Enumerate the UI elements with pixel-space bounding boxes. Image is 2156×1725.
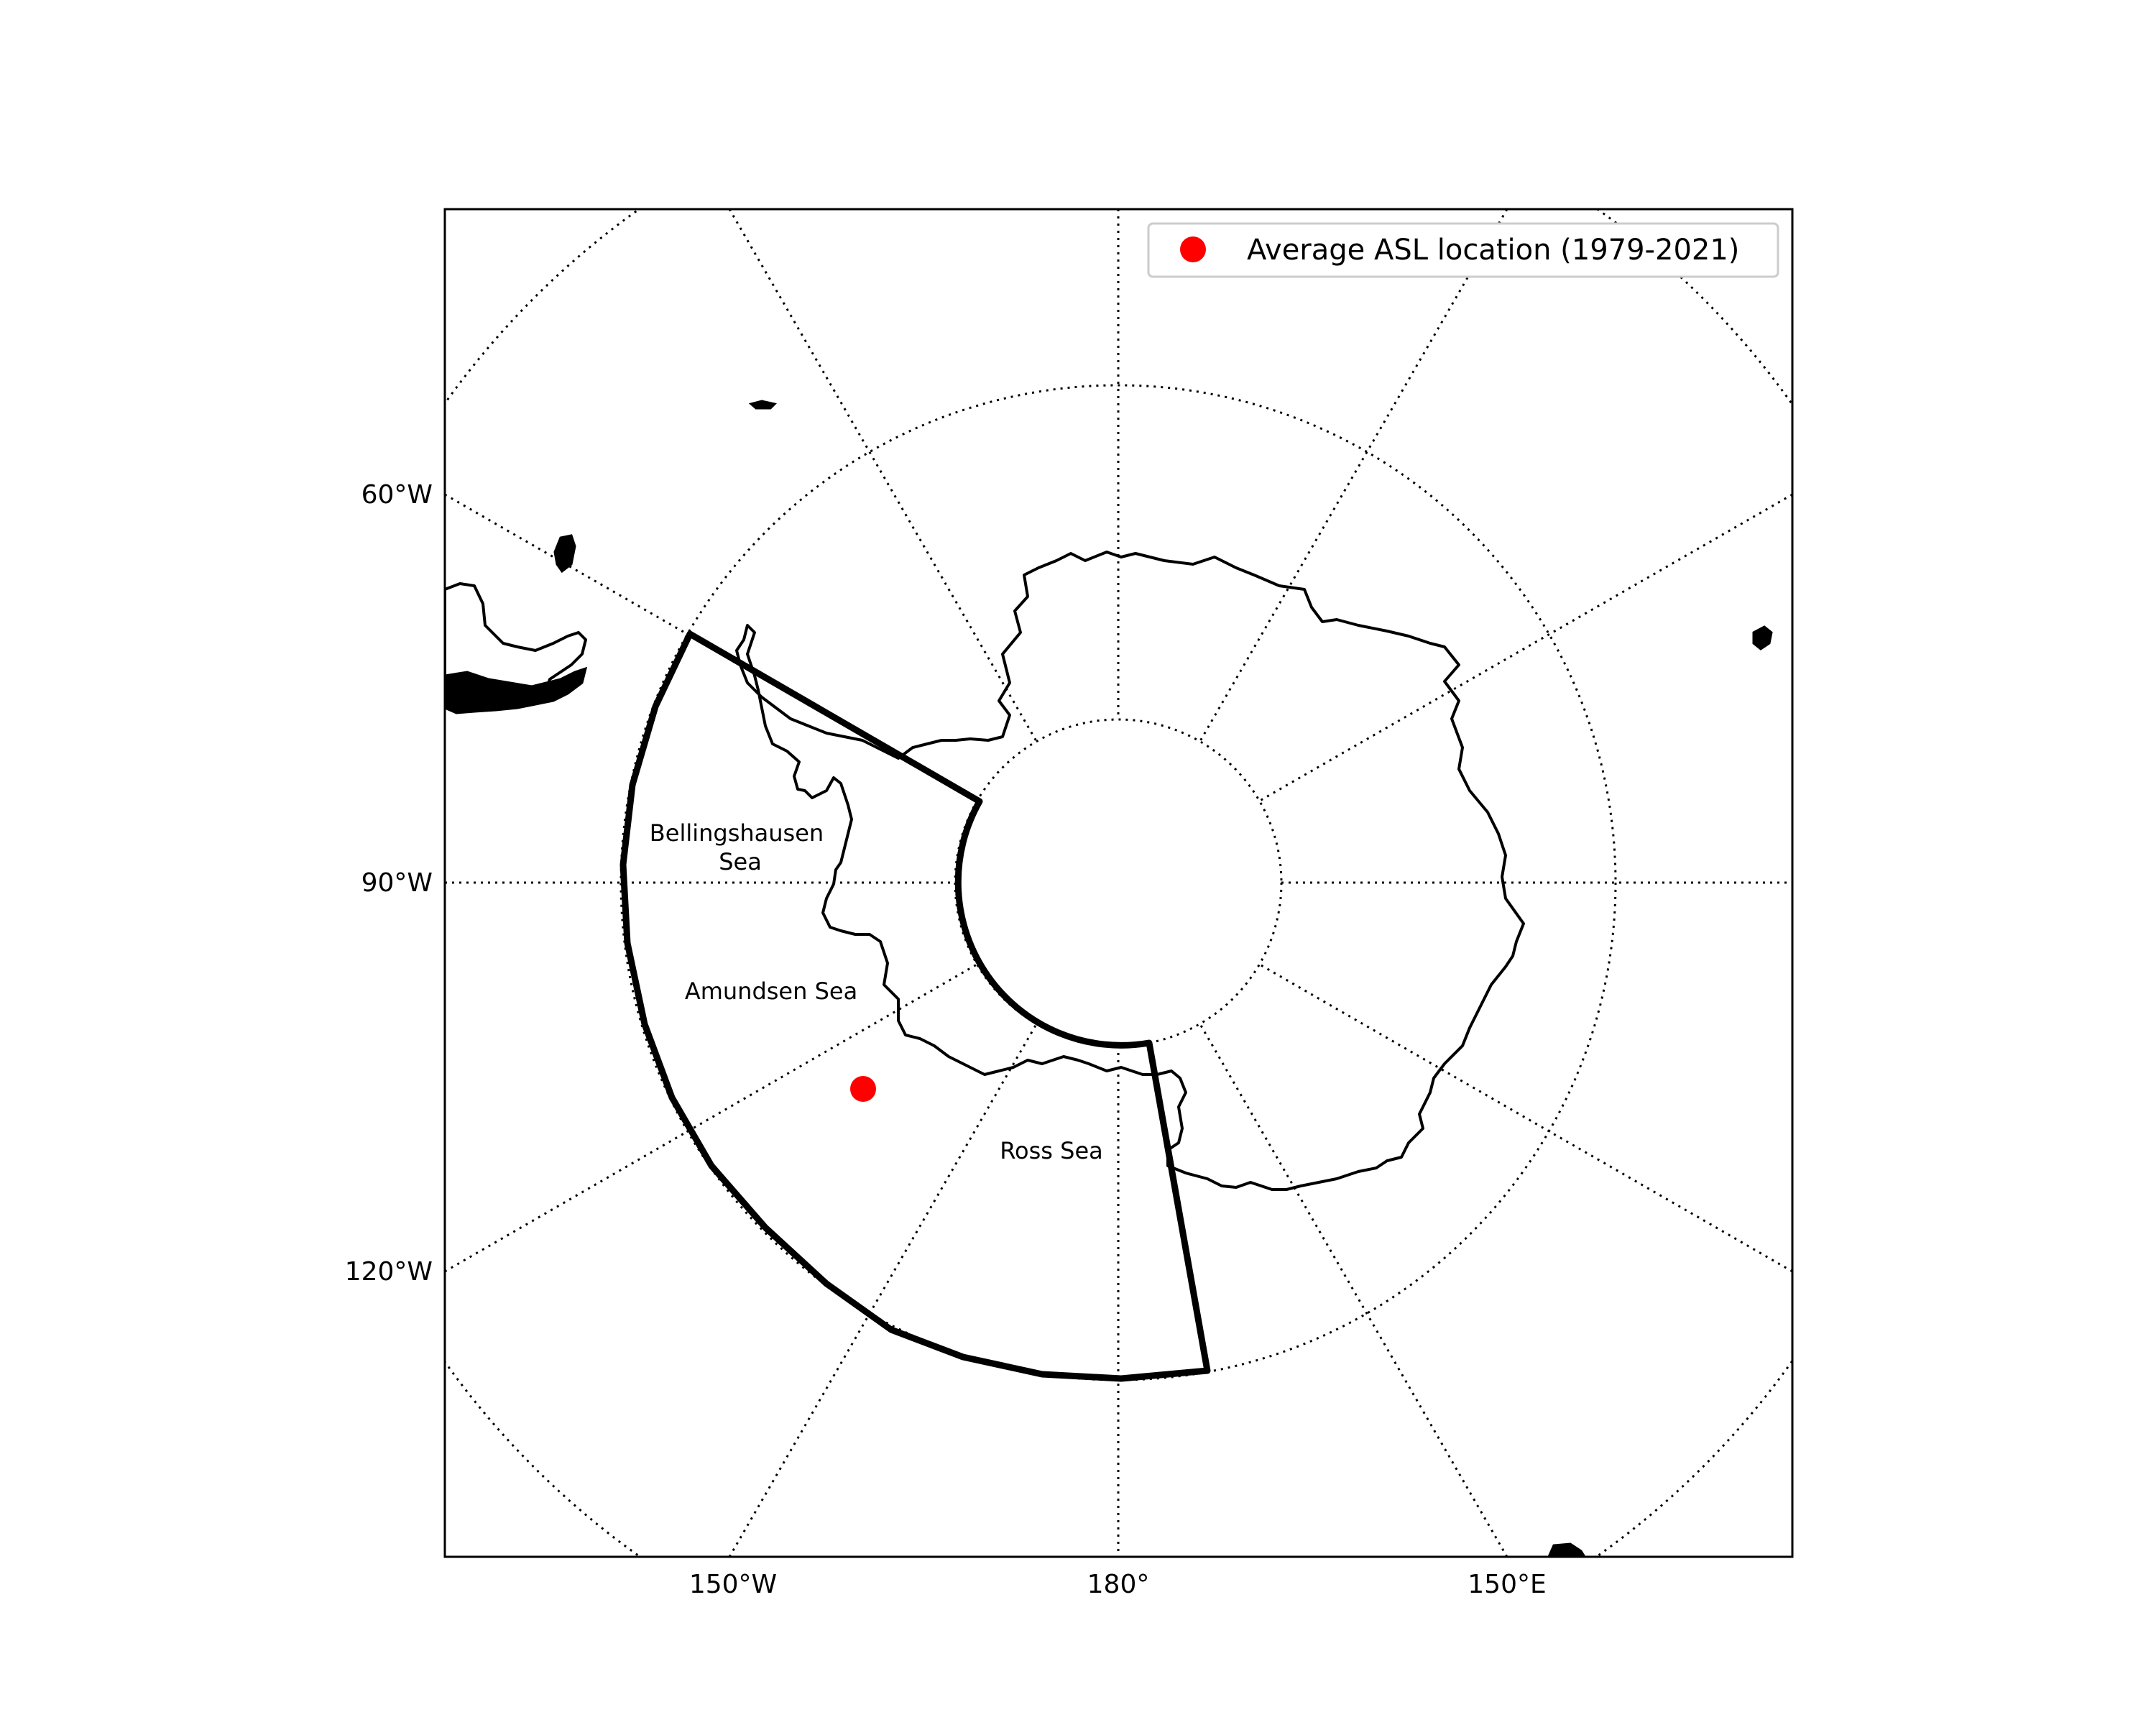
meridian-30e — [1199, 209, 1508, 742]
tick-label-90w: 90°W — [361, 868, 433, 898]
legend-box — [1147, 222, 1779, 278]
meridian-150w — [728, 1024, 1038, 1557]
legend-marker — [1180, 236, 1206, 262]
sea-label-amundsen: Amundsen Sea — [685, 978, 857, 1005]
meridian-150e — [1199, 1024, 1508, 1557]
asl-average-location-marker — [850, 1076, 876, 1102]
meridian-30w — [728, 209, 1038, 742]
tick-label-180: 180° — [1087, 1570, 1150, 1599]
new-zealand-fragment — [1547, 1542, 1586, 1557]
tierra-del-fuego — [445, 666, 588, 714]
asl-sector-boundary — [619, 630, 1211, 1382]
south-georgia-island — [553, 534, 576, 574]
sea-label-bellingshausen-line2: Sea — [719, 848, 762, 875]
sea-label-ross: Ross Sea — [1000, 1137, 1103, 1164]
axes-frame — [443, 208, 1794, 1558]
south-orkney-island — [748, 400, 777, 410]
meridian-120e — [1259, 963, 1792, 1273]
meridian-60e — [1259, 493, 1792, 802]
parallel-middle — [619, 384, 1617, 1381]
meridian-120w — [445, 963, 977, 1273]
tick-labels-left: 60°W 90°W 120°W — [345, 480, 433, 1287]
tick-label-60w: 60°W — [361, 480, 433, 510]
kerguelen-island — [1752, 625, 1773, 650]
legend-label: Average ASL location (1979-2021) — [1247, 234, 1739, 267]
antarctica-coastline — [735, 551, 1525, 1191]
sea-label-bellingshausen-line1: Bellingshausen — [650, 819, 824, 847]
tick-label-120w: 120°W — [345, 1257, 433, 1287]
tick-label-150w: 150°W — [689, 1570, 777, 1599]
tick-label-150e: 150°E — [1468, 1570, 1546, 1599]
legend: Average ASL location (1979-2021) — [1147, 222, 1779, 278]
meridians — [445, 209, 1792, 1557]
tick-labels-bottom: 150°W 180° 150°E — [689, 1570, 1547, 1599]
